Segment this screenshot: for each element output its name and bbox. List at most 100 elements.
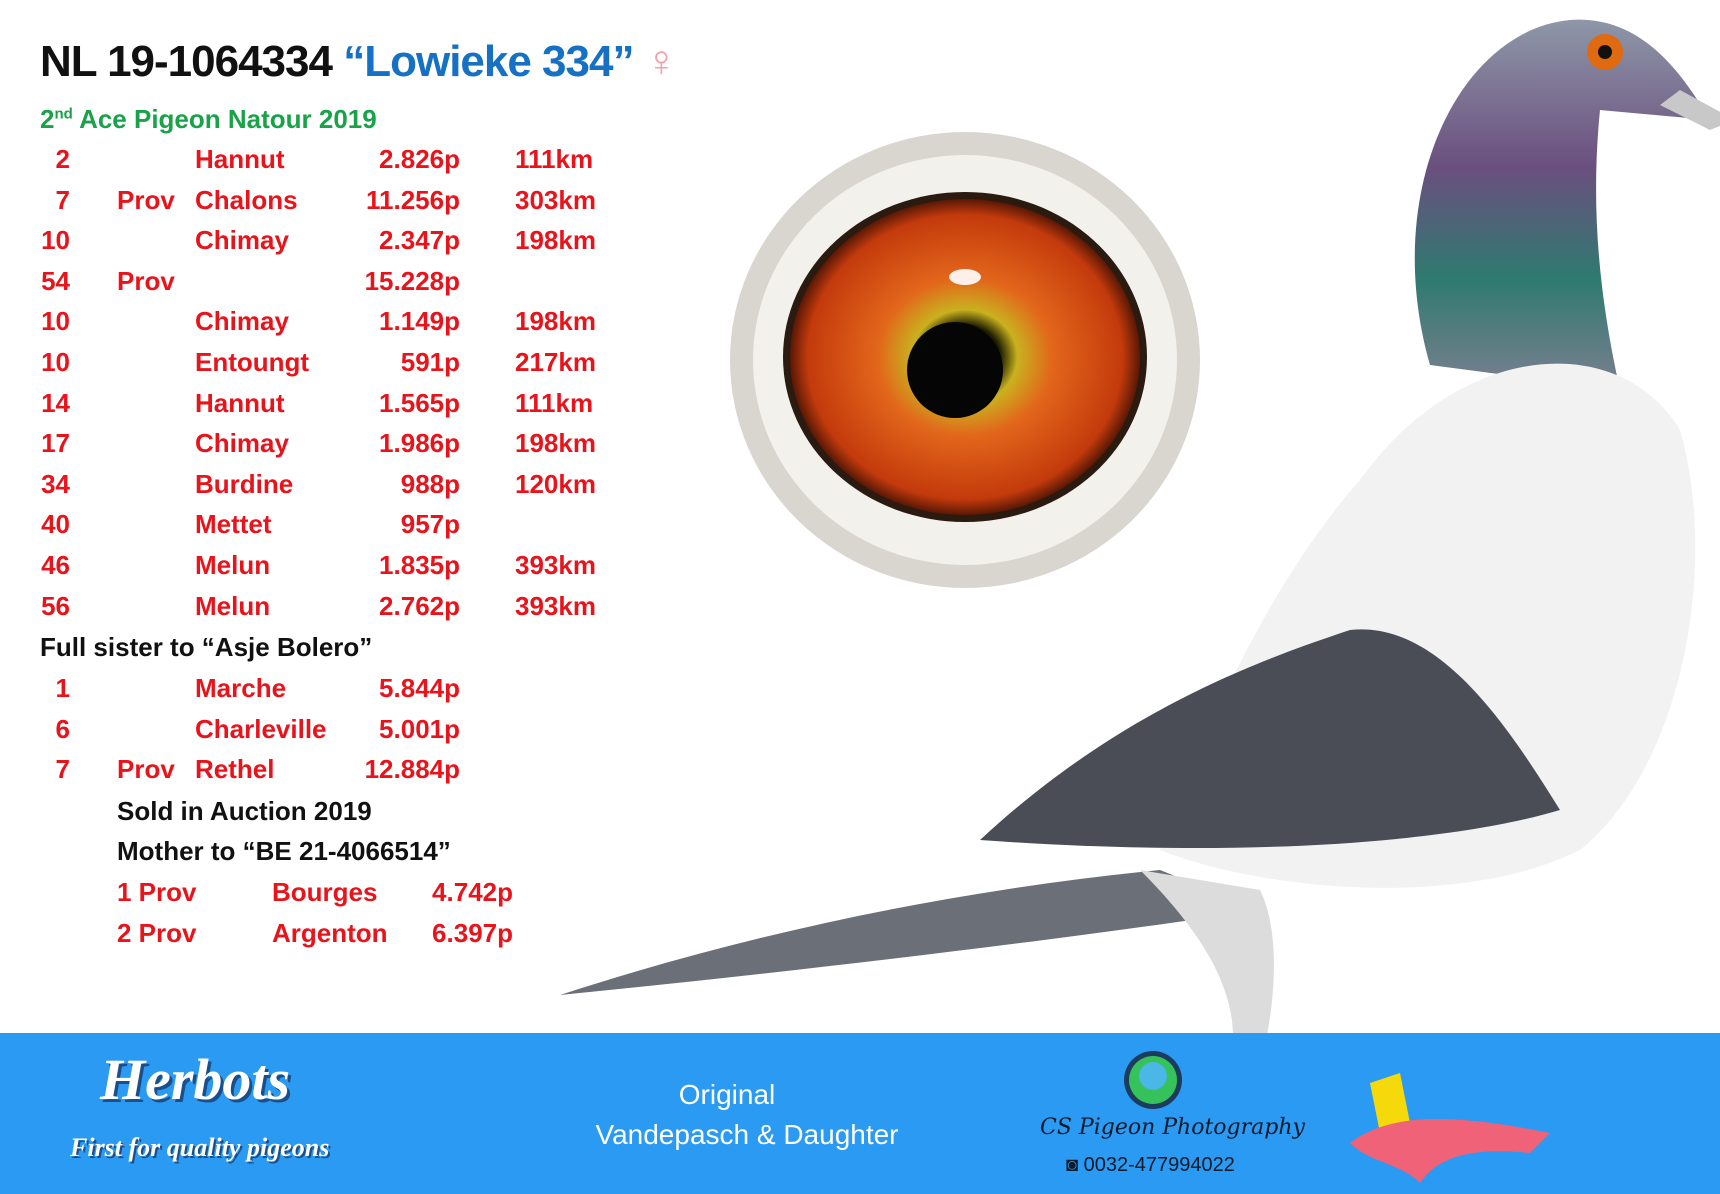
result-rank: 14 <box>41 387 70 418</box>
result-row: 54 Prov 15.228p <box>0 266 600 306</box>
result-distance: 303km <box>515 184 596 215</box>
offspring-result-row: 1 Prov Bourges 4.742p <box>0 877 600 917</box>
origin-label: Original <box>678 1079 776 1110</box>
result-distance: 393km <box>515 590 596 621</box>
result-row: 2 Hannut 2.826p 111km <box>0 144 600 184</box>
subtitle-rank: 2 <box>40 104 55 134</box>
sister-result-row: 6 Charleville 5.001p <box>0 714 600 754</box>
result-rank: 10 <box>41 225 70 256</box>
result-points: 1.835p <box>379 550 460 580</box>
subtitle-text: Ace Pigeon Natour 2019 <box>79 104 377 134</box>
result-rank: 7 <box>55 754 70 785</box>
result-place: Entoungt <box>195 347 310 377</box>
result-points: 15.228p <box>364 265 460 296</box>
result-row: 10 Chimay 1.149p 198km <box>0 306 600 346</box>
result-row: 7 Prov Chalons 11.256p 303km <box>0 185 600 225</box>
result-row: 46 Melun 1.835p 393km <box>0 550 600 590</box>
result-rank: 7 <box>55 184 70 215</box>
result-place: Hannut <box>195 144 285 174</box>
result-rank: 10 <box>41 347 70 377</box>
result-points: 1.149p <box>379 306 460 337</box>
subtitle: 2nd Ace Pigeon Natour 2019 <box>40 104 377 134</box>
result-row: 34 Burdine 988p 120km <box>0 469 600 509</box>
result-place: Argenton <box>272 917 388 948</box>
result-level: Prov <box>117 754 175 785</box>
result-row: 17 Chimay 1.986p 198km <box>0 428 600 468</box>
result-points: 1.986p <box>379 428 460 459</box>
result-distance: 111km <box>515 144 594 174</box>
herbots-logo: Herbots <box>100 1047 291 1112</box>
result-rank: 56 <box>41 590 70 621</box>
result-rank: 46 <box>41 550 70 580</box>
result-row: 10 Entoungt 591p 217km <box>0 347 600 387</box>
result-place: Charleville <box>195 713 327 744</box>
auction-note: Sold in Auction 2019 <box>117 796 372 826</box>
result-points: 591p <box>400 347 460 377</box>
phone-number: 0032-477994022 <box>1083 1154 1235 1176</box>
sister-label: Full sister to “Asje Bolero” <box>40 632 373 662</box>
mother-note: Mother to “BE 21-4066514” <box>117 836 451 866</box>
result-points: 5.001p <box>379 713 460 744</box>
result-distance: 198km <box>515 428 596 459</box>
pigeon-photo <box>560 19 1720 1100</box>
female-icon: ♀ <box>644 37 678 86</box>
camera-lens-logo-icon <box>1124 1051 1182 1109</box>
result-rank: 10 <box>41 306 70 337</box>
rank-suffix: nd <box>54 105 73 123</box>
result-points: 957p <box>400 509 460 540</box>
result-points: 2.826p <box>379 144 460 174</box>
result-points: 11.256p <box>366 184 460 215</box>
result-rank: 1 Prov <box>117 877 197 907</box>
result-level: Prov <box>117 184 175 215</box>
offspring-result-row: 2 Prov Argenton 6.397p <box>0 918 600 958</box>
camera-icon: ◙ <box>1066 1154 1084 1176</box>
result-distance: 198km <box>515 225 596 256</box>
eye-photo <box>730 132 1200 588</box>
result-points: 4.742p <box>432 877 513 907</box>
result-place: Chimay <box>195 225 289 256</box>
result-rank: 2 <box>55 144 70 174</box>
result-row: 14 Hannut 1.565p 111km <box>0 388 600 428</box>
result-rank: 17 <box>41 428 70 459</box>
result-place: Bourges <box>272 877 378 907</box>
herbots-tagline: First for quality pigeons <box>70 1133 330 1162</box>
sister-result-row: 7 Prov Rethel 12.884p <box>0 754 600 794</box>
result-place: Rethel <box>195 754 275 785</box>
result-place: Mettet <box>195 509 272 540</box>
result-rank: 2 Prov <box>117 917 197 948</box>
result-place: Melun <box>195 590 271 621</box>
pigeon-foot-icon <box>1350 1073 1550 1183</box>
result-row: 56 Melun 2.762p 393km <box>0 591 600 631</box>
result-points: 6.397p <box>432 917 513 948</box>
result-points: 2.347p <box>379 225 460 256</box>
result-distance: 217km <box>515 347 596 377</box>
result-row: 10 Chimay 2.347p 198km <box>0 225 600 265</box>
photographer-name: CS Pigeon Photography <box>1040 1115 1305 1140</box>
result-place: Chimay <box>195 306 289 337</box>
result-place: Chimay <box>195 428 289 459</box>
result-rank: 40 <box>41 509 70 540</box>
result-distance: 111km <box>515 387 594 418</box>
pigeon-nickname: “Lowieke 334” <box>343 37 634 86</box>
result-place: Marche <box>195 673 287 703</box>
result-points: 12.884p <box>364 754 460 785</box>
footer-banner: Herbots First for quality pigeons Origin… <box>0 1033 1720 1194</box>
result-rank: 34 <box>41 468 70 499</box>
result-points: 1.565p <box>379 387 460 418</box>
result-distance: 198km <box>515 306 596 337</box>
photographer-phone: ◙ 0032-477994022 <box>1066 1153 1235 1177</box>
result-place: Chalons <box>195 184 298 215</box>
result-distance: 393km <box>515 550 596 580</box>
result-rank: 6 <box>55 713 70 744</box>
result-rank: 54 <box>41 265 70 296</box>
result-place: Melun <box>195 550 271 580</box>
result-place: Burdine <box>195 468 294 499</box>
result-place: Hannut <box>195 387 285 418</box>
result-rank: 1 <box>55 673 70 703</box>
ring-number: NL 19-1064334 <box>40 37 333 86</box>
result-row: 40 Mettet 957p <box>0 509 600 549</box>
sister-result-row: 1 Marche 5.844p <box>0 673 600 713</box>
result-points: 5.844p <box>379 673 460 703</box>
result-points: 2.762p <box>379 590 460 621</box>
result-distance: 120km <box>515 468 596 499</box>
